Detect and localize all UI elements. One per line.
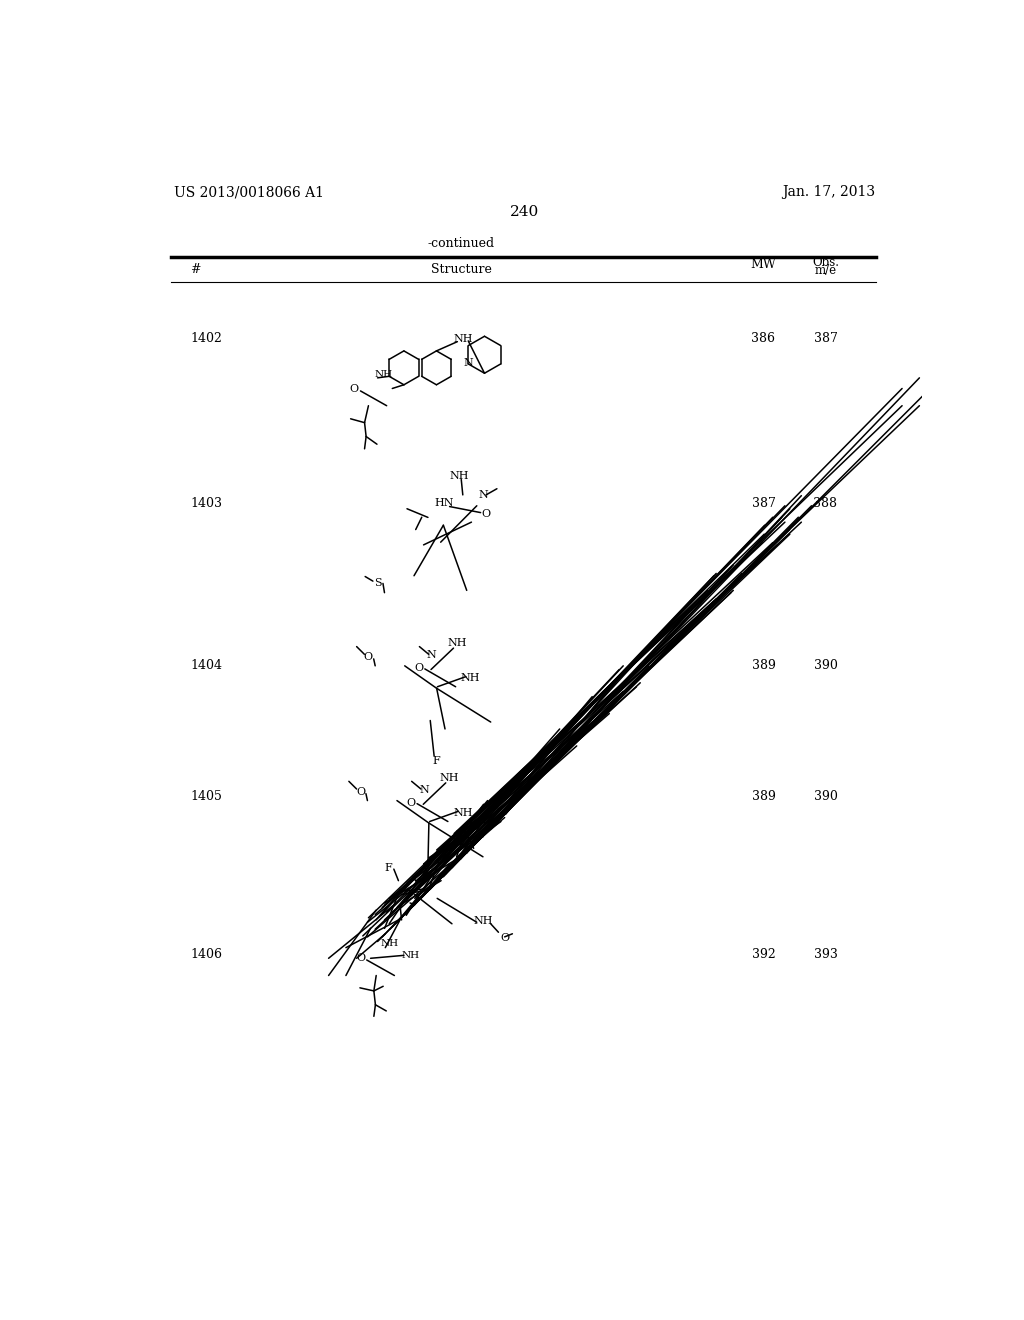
- Text: US 2013/0018066 A1: US 2013/0018066 A1: [174, 185, 325, 199]
- Text: 1405: 1405: [190, 789, 222, 803]
- Text: O: O: [356, 953, 366, 964]
- Text: 387: 387: [813, 331, 838, 345]
- Text: F: F: [385, 863, 392, 874]
- Text: Obs.: Obs.: [812, 256, 839, 269]
- Text: 386: 386: [752, 331, 775, 345]
- Text: NH: NH: [375, 371, 393, 379]
- Text: NH: NH: [380, 939, 398, 948]
- Text: O: O: [414, 663, 423, 673]
- Text: 1406: 1406: [190, 948, 222, 961]
- Text: O: O: [356, 787, 366, 797]
- Text: F: F: [432, 755, 440, 766]
- Text: NH: NH: [453, 334, 472, 343]
- Text: N: N: [464, 358, 473, 368]
- Text: 390: 390: [813, 659, 838, 672]
- Text: 1404: 1404: [190, 659, 222, 672]
- Text: 389: 389: [752, 659, 775, 672]
- Text: -continued: -continued: [428, 238, 495, 249]
- Text: O: O: [500, 933, 509, 944]
- Text: 389: 389: [752, 789, 775, 803]
- Text: 240: 240: [510, 205, 540, 219]
- Text: 393: 393: [813, 948, 838, 961]
- Text: 392: 392: [752, 948, 775, 961]
- Text: #: #: [190, 263, 201, 276]
- Text: N: N: [427, 649, 436, 660]
- Text: N: N: [478, 490, 487, 500]
- Text: NH: NH: [440, 774, 460, 783]
- Text: Jan. 17, 2013: Jan. 17, 2013: [782, 185, 876, 199]
- Text: NH: NH: [401, 950, 419, 960]
- Text: m/e: m/e: [814, 264, 837, 277]
- Text: 390: 390: [813, 789, 838, 803]
- Text: O: O: [364, 652, 373, 663]
- Text: HN: HN: [434, 498, 454, 508]
- Text: NH: NH: [447, 639, 467, 648]
- Text: O: O: [350, 384, 358, 395]
- Text: O: O: [481, 510, 490, 519]
- Text: 387: 387: [752, 498, 775, 511]
- Text: NH: NH: [473, 916, 493, 925]
- Text: NH: NH: [453, 808, 472, 818]
- Text: NH: NH: [461, 673, 480, 684]
- Text: NH: NH: [450, 471, 469, 480]
- Text: Structure: Structure: [431, 263, 492, 276]
- Text: 388: 388: [813, 498, 838, 511]
- Text: O: O: [407, 797, 416, 808]
- Text: 1403: 1403: [190, 498, 222, 511]
- Text: N: N: [419, 785, 429, 795]
- Text: S: S: [374, 578, 381, 587]
- Text: MW: MW: [751, 259, 776, 271]
- Text: 1402: 1402: [190, 331, 222, 345]
